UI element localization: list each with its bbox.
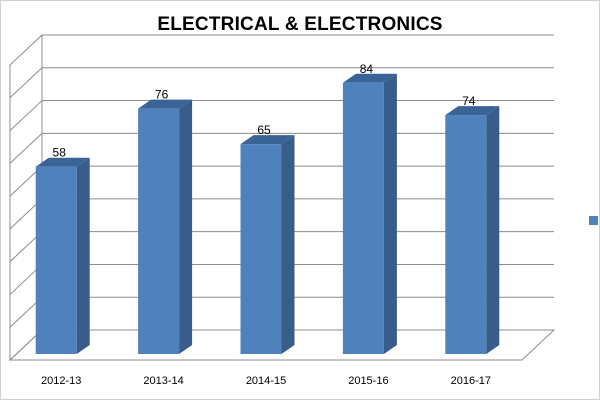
bar-side-face (383, 73, 397, 355)
bar-side-face (76, 157, 90, 354)
category-tick-label: 2016-17 (451, 375, 491, 387)
gridline-side (9, 34, 43, 66)
labels: 58 2012-13 76 2013-14 65 2014-15 84 2015-16 74 20… (41, 62, 491, 387)
bar-2013-14 (138, 99, 193, 355)
data-label: 76 (155, 88, 169, 102)
legend-marker (589, 216, 598, 225)
bar-side-face (486, 106, 500, 354)
bar-front-face (342, 82, 384, 355)
chart-title: ELECTRICAL & ELECTRONICS (157, 14, 443, 35)
bar-front-face (445, 115, 487, 354)
bar-top-face (240, 135, 295, 145)
bar-side-face (179, 99, 193, 355)
bar-2014-15 (240, 135, 295, 354)
bar-top-face (342, 73, 397, 83)
bars (35, 73, 500, 355)
bar-2015-16 (342, 73, 397, 355)
bar-side-face (281, 135, 295, 354)
bar-2012-13 (35, 157, 90, 354)
gridline-side (9, 67, 43, 99)
data-label: 65 (257, 123, 271, 137)
category-tick-label: 2012-13 (41, 375, 81, 387)
category-tick-label: 2015-16 (348, 375, 388, 387)
bar-top-face (445, 106, 500, 116)
gridline-side (9, 100, 43, 131)
data-label: 84 (360, 62, 374, 76)
category-tick-label: 2013-14 (143, 375, 183, 387)
bar-front-face (35, 166, 77, 354)
bar-front-face (240, 144, 282, 354)
bar-front-face (138, 108, 180, 355)
category-tick-label: 2014-15 (246, 375, 286, 387)
gridline-side (9, 132, 43, 164)
data-label: 74 (462, 94, 476, 108)
bar-top-face (35, 157, 90, 167)
data-label: 58 (53, 146, 67, 160)
bar-top-face (138, 99, 193, 109)
bar-2016-17 (445, 106, 500, 354)
legend (589, 216, 598, 225)
